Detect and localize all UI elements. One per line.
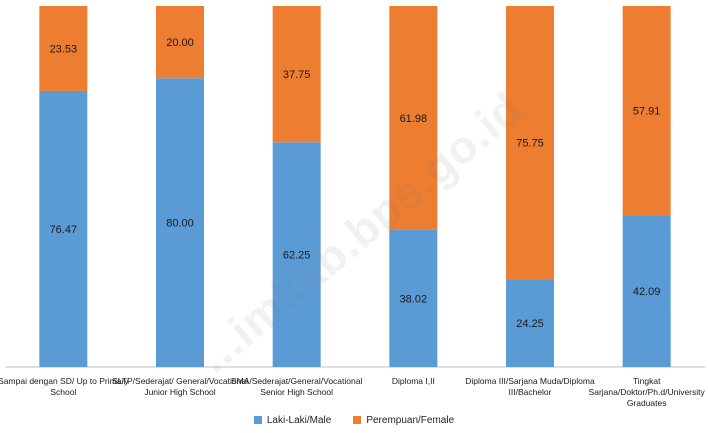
value-label-female-1: 23.53 [50, 43, 78, 55]
value-label-female-4: 61.98 [400, 113, 428, 125]
value-label-female-6: 57.91 [633, 106, 661, 118]
value-label-male-1: 76.47 [50, 224, 78, 236]
category-label-1: Sampai dengan SD/ Up to Primary School [0, 376, 129, 397]
bar-male-6 [622, 215, 671, 367]
value-label-male-6: 42.09 [633, 286, 661, 298]
bar-male-4 [389, 229, 438, 367]
value-label-female-5: 75.75 [516, 138, 544, 150]
category-label-4: Diploma I,II [392, 376, 435, 386]
value-label-male-2: 80.00 [166, 218, 194, 230]
bar-female-5 [506, 6, 554, 280]
legend-item-male: Laki-Laki/Male [253, 414, 332, 426]
bar-female-2 [156, 6, 204, 79]
bar-female-1 [39, 6, 88, 91]
value-label-male-3: 62.25 [283, 250, 311, 262]
bar-female-3 [272, 6, 321, 143]
legend-swatch-female [353, 416, 362, 424]
bar-male-2 [156, 78, 204, 367]
value-label-male-5: 24.25 [516, 318, 544, 330]
chart-legend: Laki-Laki/Male Perempuan/Female [0, 412, 708, 428]
value-label-female-3: 37.75 [283, 69, 311, 81]
bar-female-6 [622, 6, 671, 216]
bar-male-1 [39, 90, 88, 367]
category-label-5: Diploma III/Sarjana Muda/Diploma III/Bach… [465, 376, 595, 397]
category-label-6: Tingkat Sarjana/Doktor/Ph.d/University Gra… [589, 376, 706, 408]
legend-label-female: Perempuan/Female [366, 414, 455, 426]
legend-swatch-male [253, 416, 262, 424]
bar-male-5 [506, 279, 554, 367]
bar-female-4 [389, 6, 438, 230]
value-label-male-4: 38.02 [400, 293, 428, 305]
legend-label-male: Laki-Laki/Male [266, 414, 332, 426]
value-label-female-2: 20.00 [166, 37, 194, 49]
category-label-3: SMA/Sederajat/General/Vocational Senior H… [231, 376, 362, 397]
bar-male-3 [272, 142, 321, 367]
legend-item-female: Perempuan/Female [353, 415, 454, 426]
category-label-2: SLTP/Sederajat/ General/Vocational Junior… [112, 376, 248, 397]
